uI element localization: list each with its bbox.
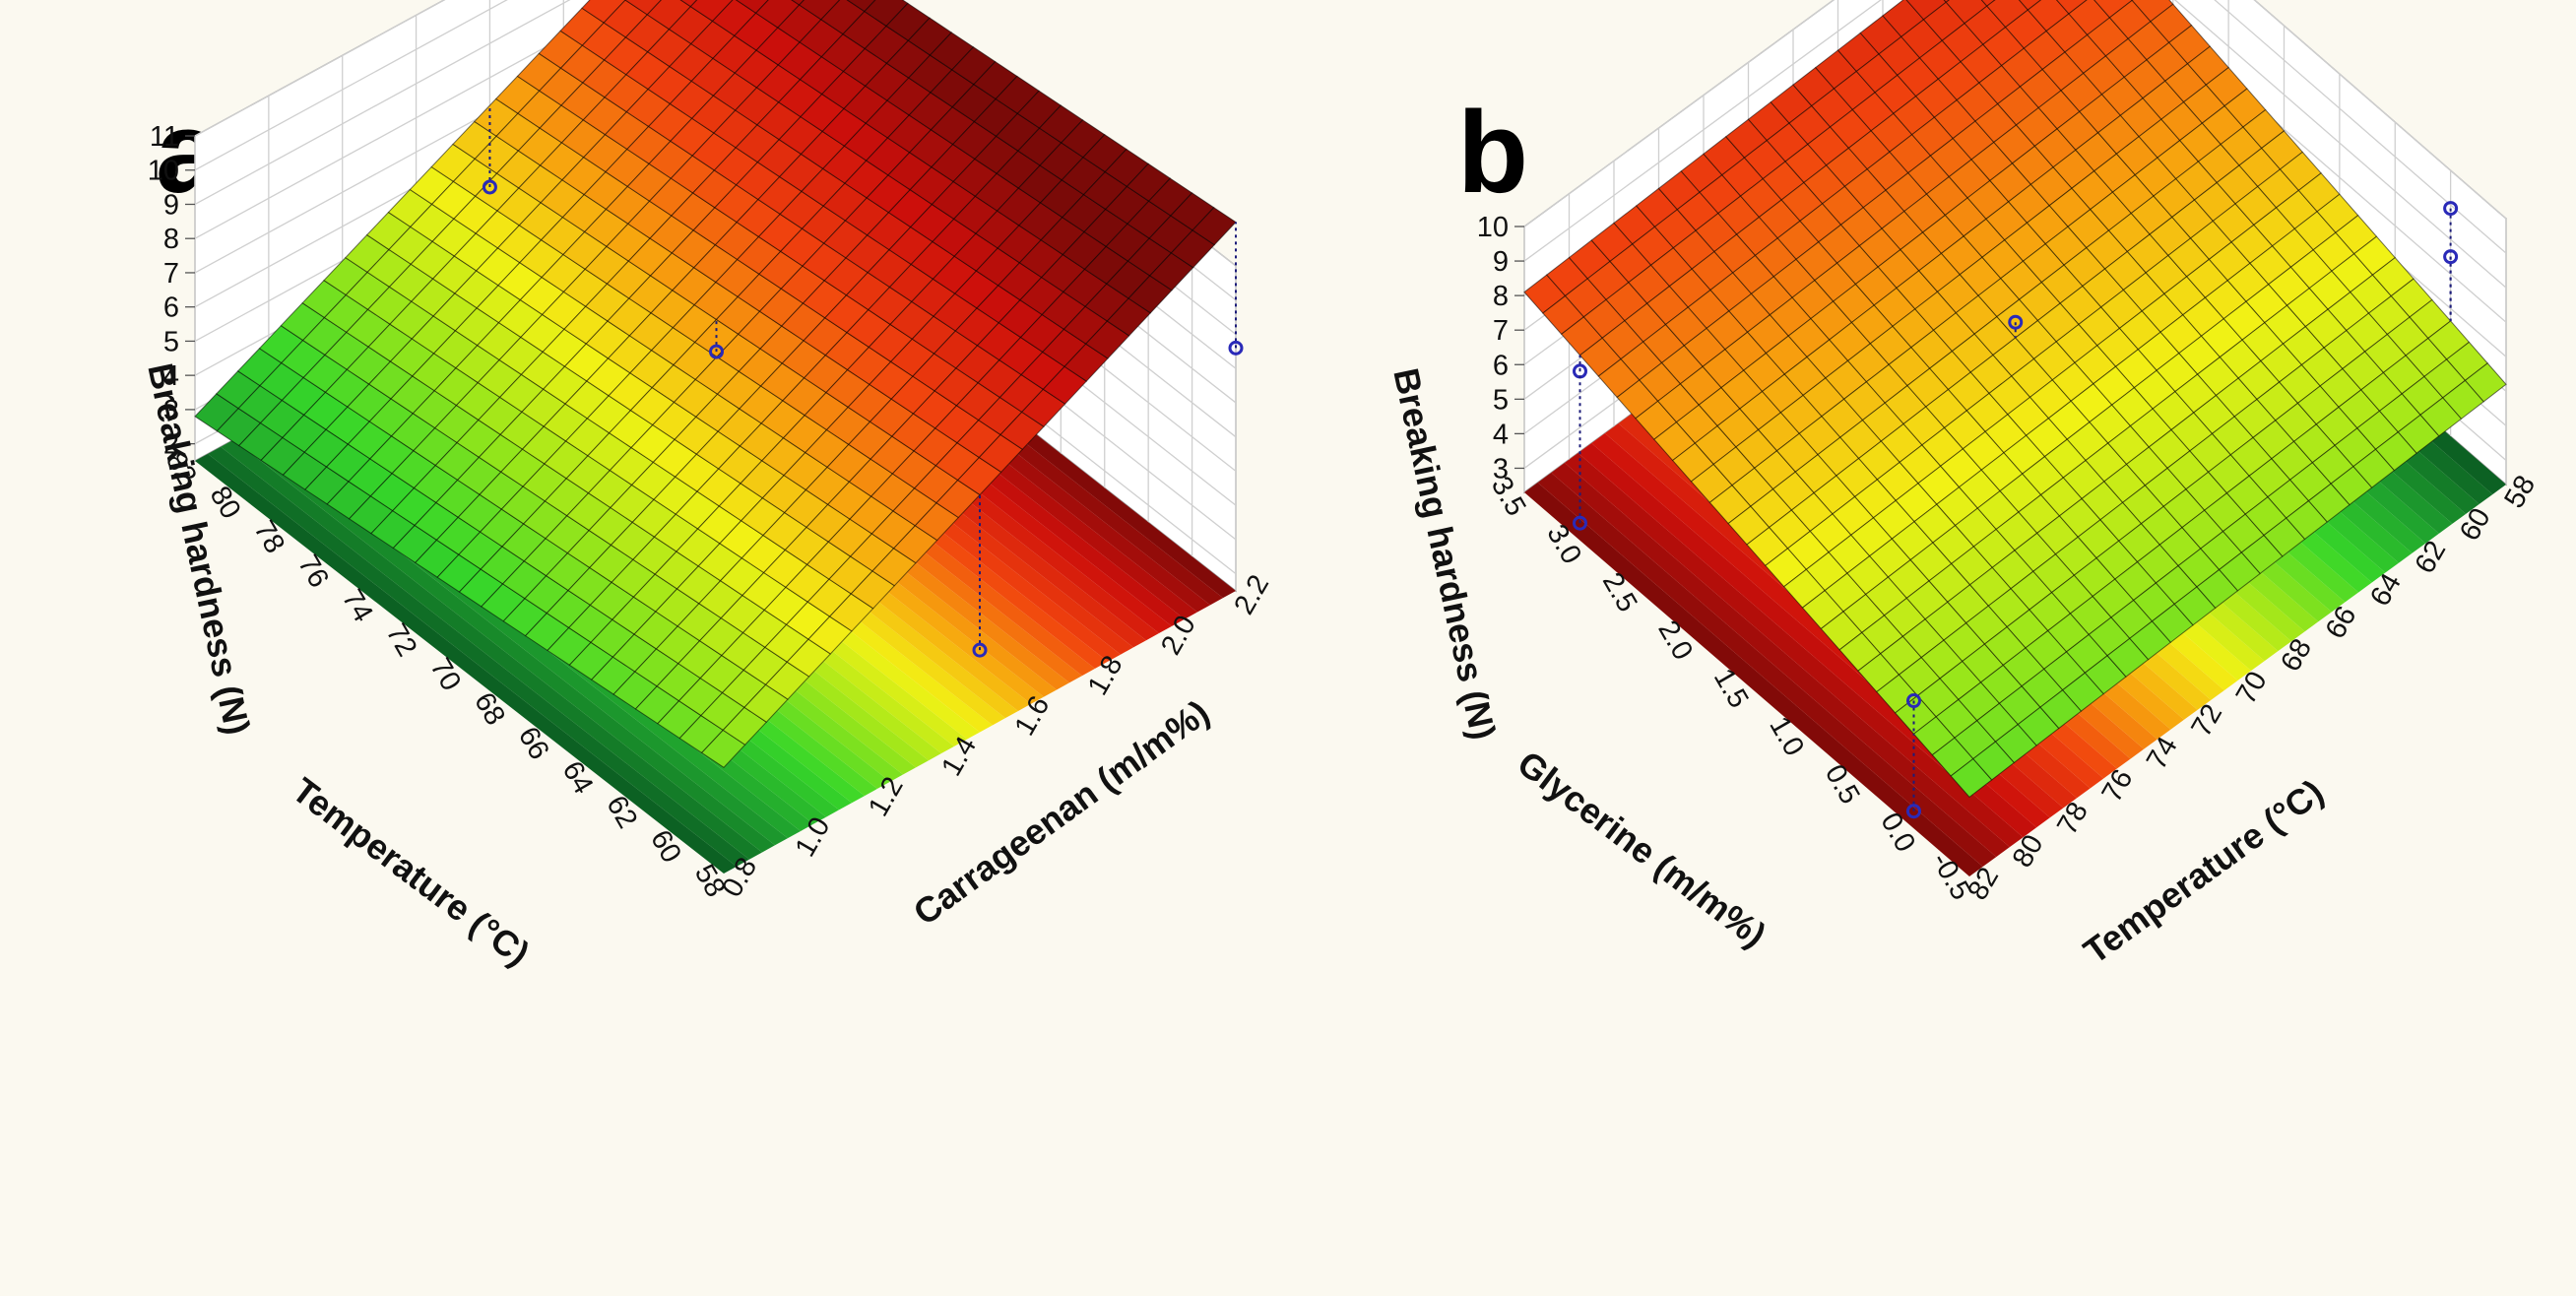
surface-cell <box>846 0 876 13</box>
contour-band <box>195 453 737 874</box>
z-tick-label: 11 <box>150 121 179 153</box>
surface-cell <box>735 0 769 14</box>
surface-cell <box>2464 362 2507 403</box>
surface-cell <box>2018 0 2042 11</box>
z-tick-label: 8 <box>163 224 179 255</box>
contour-band <box>1564 453 2024 848</box>
panel-letter: b <box>1457 88 1528 218</box>
z-tick-label: 3 <box>1493 453 1509 485</box>
z-tick-label: 4 <box>1493 419 1509 450</box>
contour-band <box>1551 463 2010 858</box>
z-tick-label: 8 <box>1493 281 1509 312</box>
contour-band <box>208 446 750 867</box>
z-tick-label: 2 <box>163 429 179 461</box>
observed-point <box>2443 249 2459 265</box>
observed-point <box>2443 201 2459 217</box>
panel-a-chart: a234567891011828078767472706866646260580… <box>140 0 1275 974</box>
observed-point <box>1906 693 1921 709</box>
contour-band <box>221 439 762 860</box>
observed-point <box>1573 515 1587 531</box>
observed-point <box>1906 804 1921 819</box>
z-tick-label: 4 <box>163 360 179 392</box>
z-tick-label: 5 <box>163 326 179 357</box>
observed-point <box>482 179 497 195</box>
surface-cell <box>689 0 734 23</box>
observed-point <box>709 344 724 359</box>
contour-band <box>233 432 776 853</box>
z-tick-label: 6 <box>1493 350 1509 381</box>
response-surface <box>194 0 1237 768</box>
z-tick-label: 10 <box>1477 212 1509 243</box>
surface-cell <box>798 0 841 21</box>
z-tick-label: 3 <box>163 395 179 426</box>
contour-band <box>1537 473 1997 868</box>
z-tick-label: 5 <box>1493 384 1509 416</box>
z-tick-label: 10 <box>148 156 179 187</box>
z-tick-label: 9 <box>163 189 179 221</box>
observed-point <box>2008 314 2024 330</box>
observed-point <box>1228 340 1244 356</box>
contour-band <box>1524 483 1983 876</box>
surface-cell <box>2056 0 2088 15</box>
z-tick-label: 7 <box>163 258 179 290</box>
response-surface <box>1523 0 2507 799</box>
surface-cell <box>679 0 698 8</box>
surface-cell <box>624 0 663 16</box>
z-tick-label: 9 <box>1493 246 1509 278</box>
z-tick-label: 7 <box>1493 315 1509 347</box>
surface-cell <box>1980 0 1996 7</box>
z-tick-label: 6 <box>163 292 179 324</box>
surface-cell <box>791 0 805 6</box>
observed-point <box>972 642 988 658</box>
